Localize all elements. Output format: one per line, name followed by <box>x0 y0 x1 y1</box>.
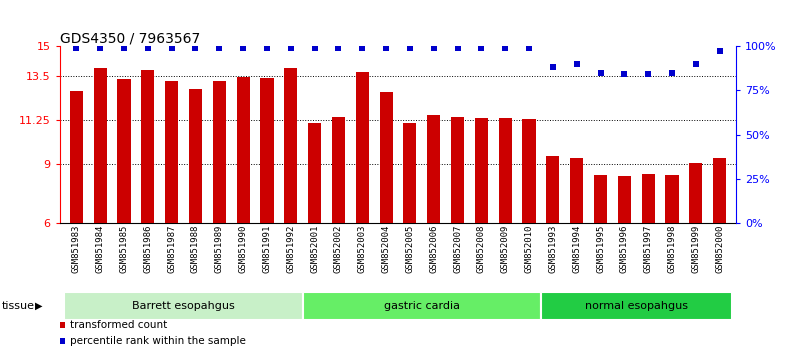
Text: GSM851998: GSM851998 <box>668 224 677 273</box>
Text: GSM852010: GSM852010 <box>525 224 533 273</box>
Bar <box>332 117 345 223</box>
Point <box>94 45 107 51</box>
Bar <box>451 117 464 223</box>
Text: GSM852002: GSM852002 <box>334 224 343 273</box>
Bar <box>713 158 726 223</box>
Point <box>332 45 345 51</box>
Point <box>166 45 178 51</box>
Text: GSM851992: GSM851992 <box>287 224 295 273</box>
Bar <box>475 118 488 223</box>
Point <box>618 72 630 77</box>
Point <box>547 64 560 70</box>
Text: Barrett esopahgus: Barrett esopahgus <box>132 301 235 311</box>
Text: GSM851983: GSM851983 <box>72 224 81 273</box>
Point <box>689 61 702 67</box>
Bar <box>618 176 631 223</box>
Bar <box>118 79 131 223</box>
Text: GSM851999: GSM851999 <box>691 224 700 273</box>
Text: GSM851994: GSM851994 <box>572 224 581 273</box>
Point <box>236 45 249 51</box>
Text: GSM851996: GSM851996 <box>620 224 629 273</box>
Text: GSM851997: GSM851997 <box>644 224 653 273</box>
Point <box>271 240 283 245</box>
Point <box>427 45 440 51</box>
Text: GSM851984: GSM851984 <box>96 224 105 273</box>
Point <box>380 45 392 51</box>
Text: transformed count: transformed count <box>70 320 167 330</box>
Text: GSM852007: GSM852007 <box>453 224 462 273</box>
Point <box>118 45 131 51</box>
Bar <box>302 292 541 320</box>
Point <box>475 45 488 51</box>
Point <box>499 45 512 51</box>
Bar <box>356 72 369 223</box>
Text: ▶: ▶ <box>35 301 42 311</box>
Text: GSM851985: GSM851985 <box>119 224 128 273</box>
Bar <box>236 76 250 223</box>
Text: GSM851989: GSM851989 <box>215 224 224 273</box>
Point <box>356 45 369 51</box>
Bar <box>427 115 440 223</box>
Bar <box>213 81 226 223</box>
Bar <box>665 175 678 223</box>
Point <box>665 70 678 75</box>
Bar <box>64 292 302 320</box>
Bar <box>498 118 512 223</box>
Text: percentile rank within the sample: percentile rank within the sample <box>70 336 245 346</box>
Point <box>189 45 202 51</box>
Bar <box>570 158 583 223</box>
Text: GSM852000: GSM852000 <box>715 224 724 273</box>
Point <box>594 70 607 75</box>
Text: GSM852005: GSM852005 <box>405 224 415 273</box>
Point <box>271 98 283 104</box>
Point <box>284 45 297 51</box>
Text: GSM851990: GSM851990 <box>239 224 248 273</box>
Bar <box>546 156 560 223</box>
Text: tissue: tissue <box>2 301 34 311</box>
Point <box>713 48 726 54</box>
Text: GSM851987: GSM851987 <box>167 224 176 273</box>
Text: GSM852003: GSM852003 <box>357 224 367 273</box>
Bar <box>70 91 83 223</box>
Text: GSM852006: GSM852006 <box>429 224 439 273</box>
Text: GSM851988: GSM851988 <box>191 224 200 273</box>
Bar <box>404 123 416 223</box>
Text: GSM852001: GSM852001 <box>310 224 319 273</box>
Bar <box>142 70 154 223</box>
Bar <box>594 175 607 223</box>
Text: gastric cardia: gastric cardia <box>384 301 460 311</box>
Point <box>260 45 273 51</box>
Bar <box>260 79 274 223</box>
Text: normal esopahgus: normal esopahgus <box>585 301 688 311</box>
Bar <box>308 123 321 223</box>
Bar <box>94 68 107 223</box>
Bar <box>380 92 392 223</box>
Bar <box>541 292 732 320</box>
Point <box>523 45 536 51</box>
Point <box>642 72 654 77</box>
Point <box>451 45 464 51</box>
Bar <box>189 89 202 223</box>
Text: GSM851986: GSM851986 <box>143 224 152 273</box>
Point <box>142 45 154 51</box>
Text: GSM852008: GSM852008 <box>477 224 486 273</box>
Text: GSM852009: GSM852009 <box>501 224 509 273</box>
Text: GDS4350 / 7963567: GDS4350 / 7963567 <box>60 32 200 46</box>
Text: GSM852004: GSM852004 <box>381 224 391 273</box>
Point <box>308 45 321 51</box>
Text: GSM851995: GSM851995 <box>596 224 605 273</box>
Point <box>404 45 416 51</box>
Bar <box>642 174 654 223</box>
Text: GSM851993: GSM851993 <box>548 224 557 273</box>
Point <box>70 45 83 51</box>
Point <box>213 45 226 51</box>
Bar <box>284 68 298 223</box>
Bar <box>689 163 702 223</box>
Bar <box>165 81 178 223</box>
Bar <box>522 119 536 223</box>
Text: GSM851991: GSM851991 <box>263 224 271 273</box>
Point <box>570 61 583 67</box>
